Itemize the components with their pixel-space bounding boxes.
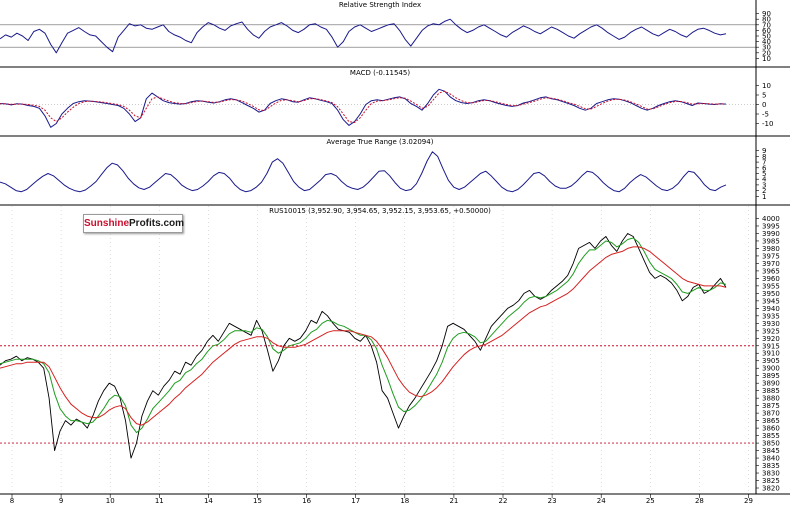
panel-3-ytick-label-8: 3860 (762, 425, 780, 433)
panel-3-ytick-label-3: 3835 (762, 462, 780, 470)
panel-3-series-0 (0, 233, 727, 459)
panel-3-ytick-label-30: 3970 (762, 260, 780, 268)
panel-3-series-2 (0, 246, 727, 426)
panel-3-ytick-label-32: 3980 (762, 245, 780, 253)
panel-3-ytick-label-15: 3895 (762, 372, 780, 380)
xtick-label-9: 21 (449, 497, 458, 505)
panel-3-ytick-label-17: 3905 (762, 357, 780, 365)
xtick-label-13: 25 (646, 497, 655, 505)
panel-3-ytick-label-25: 3945 (762, 297, 780, 305)
panel-3-ytick-label-29: 3965 (762, 267, 780, 275)
panel-0-ytick-label-2: 30 (762, 44, 771, 52)
xtick-label-2: 10 (106, 497, 115, 505)
panel-3-ytick-label-13: 3885 (762, 387, 780, 395)
panel-0-ytick-label-0: 10 (762, 55, 771, 63)
panel-1-ytick-label-2: 0 (762, 101, 766, 109)
panel-0-ytick-label-1: 20 (762, 49, 771, 57)
xtick-label-15: 29 (744, 497, 753, 505)
panel-3-ytick-label-34: 3990 (762, 230, 780, 238)
panel-3-ytick-label-6: 3850 (762, 440, 780, 448)
panel-3-ytick-label-16: 3900 (762, 365, 780, 373)
logo-part-1: Sunshine (84, 218, 130, 229)
panel-0-series-0 (0, 18, 727, 54)
panel-0-title: Relative Strength Index (339, 1, 421, 9)
panel-3-ytick-label-28: 3960 (762, 275, 780, 283)
panel-3-ytick-label-27: 3955 (762, 282, 780, 290)
panel-3-title: RUS10015 (3,952.90, 3,954.65, 3,952.15, … (269, 207, 491, 215)
logo-part-2: Profits.com (129, 218, 185, 229)
xtick-label-6: 16 (302, 497, 311, 505)
panel-3-series-1 (0, 237, 727, 434)
xtick-label-4: 14 (204, 497, 213, 505)
panel-2-ytick-label-3: 4 (762, 176, 767, 184)
panel-3-ytick-label-1: 3825 (762, 477, 780, 485)
panel-3-ytick-label-26: 3950 (762, 290, 780, 298)
panel-2-ytick-label-6: 7 (762, 159, 766, 167)
panel-1-title: MACD (-0.11545) (350, 69, 410, 77)
xtick-label-7: 17 (351, 497, 360, 505)
panel-3-ytick-label-18: 3910 (762, 350, 780, 358)
panel-2-ytick-label-2: 3 (762, 181, 766, 189)
panel-3-ytick-label-4: 3840 (762, 455, 780, 463)
xtick-label-0: 8 (10, 497, 14, 505)
xtick-label-8: 18 (400, 497, 409, 505)
xtick-label-5: 15 (253, 497, 262, 505)
panel-2-title: Average True Range (3.02094) (327, 138, 434, 146)
xtick-label-11: 23 (548, 497, 557, 505)
panel-0-ytick-label-7: 80 (762, 16, 771, 24)
panel-0-ytick-label-3: 40 (762, 38, 771, 46)
panel-3-ytick-label-22: 3930 (762, 320, 780, 328)
panel-2-series-0 (0, 151, 727, 193)
panel-2-ytick-label-4: 5 (762, 170, 766, 178)
panel-3-ytick-label-9: 3865 (762, 417, 780, 425)
panel-1-ytick-label-1: -5 (762, 111, 769, 119)
x-axis: 8 9 10 11 14 15 16 17 18 21 22 23 24 25 28 29 (10, 494, 753, 505)
panel-1-ytick-label-3: 5 (762, 92, 766, 100)
panel-2-ytick-label-0: 1 (762, 193, 766, 201)
panel-0-ytick-label-5: 60 (762, 27, 771, 35)
panel-2-ytick-label-8: 9 (762, 147, 766, 155)
panel-1-series-0 (0, 88, 727, 128)
panel-2-ytick-label-5: 6 (762, 164, 767, 172)
panel-3-ytick-label-14: 3890 (762, 380, 780, 388)
panel-0-ytick-label-8: 90 (762, 10, 771, 18)
sunshine-profits-logo: SunshineProfits.com (83, 214, 185, 233)
xtick-label-10: 22 (499, 497, 508, 505)
panel-3-ytick-label-21: 3925 (762, 327, 780, 335)
panel-3-ytick-label-36: 4000 (762, 215, 780, 223)
y-axes: 102030405060708090-10-505101234567893820… (755, 0, 780, 494)
panel-3-ytick-label-31: 3975 (762, 252, 780, 260)
panel-3-ytick-label-11: 3875 (762, 402, 780, 410)
panel-3-ytick-label-33: 3985 (762, 237, 780, 245)
xtick-label-14: 28 (695, 497, 704, 505)
panel-3-ytick-label-2: 3830 (762, 470, 780, 478)
panel-1-ytick-label-0: -10 (762, 120, 773, 128)
panel-3-ytick-label-23: 3935 (762, 312, 780, 320)
panel-3-ytick-label-10: 3870 (762, 410, 780, 418)
panel-2-ytick-label-1: 2 (762, 187, 766, 195)
xtick-label-1: 9 (59, 497, 63, 505)
panel-3-ytick-label-7: 3855 (762, 432, 780, 440)
panel-3-ytick-label-20: 3920 (762, 335, 780, 343)
panel-0-ytick-label-4: 50 (762, 33, 771, 41)
grid-lines (11, 206, 749, 494)
panel-3-ytick-label-24: 3940 (762, 305, 780, 313)
xtick-label-12: 24 (597, 497, 606, 505)
panels: Relative Strength Index MACD (-0.11545) Av… (0, 1, 790, 495)
panel-1-series-1 (0, 90, 727, 123)
panel-3-ytick-label-12: 3880 (762, 395, 780, 403)
panel-3-ytick-label-0: 3820 (762, 485, 780, 493)
panel-3-ytick-label-19: 3915 (762, 342, 780, 350)
panel-1-ytick-label-4: 10 (762, 82, 771, 90)
panel-3-ytick-label-35: 3995 (762, 222, 780, 230)
xtick-label-3: 11 (155, 497, 164, 505)
panel-0-ytick-label-6: 70 (762, 21, 771, 29)
panel-3-ytick-label-5: 3845 (762, 447, 780, 455)
panel-2-ytick-label-7: 8 (762, 153, 766, 161)
